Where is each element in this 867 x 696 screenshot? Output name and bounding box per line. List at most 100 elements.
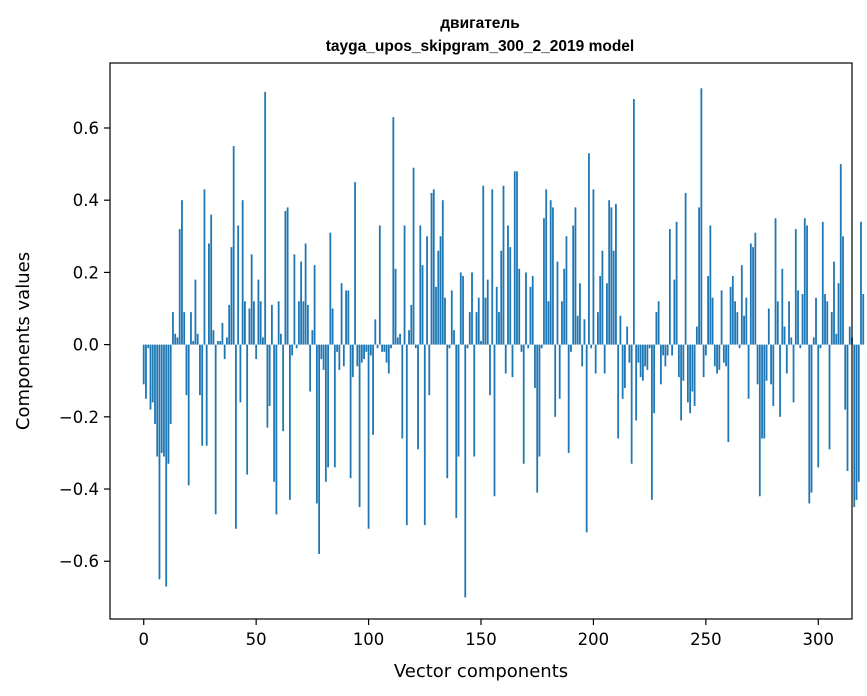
bar-component-133 xyxy=(441,200,444,345)
bar-component-114 xyxy=(399,333,401,345)
bar-component-288 xyxy=(790,337,793,345)
bar-component-171 xyxy=(527,344,530,349)
bar-component-298 xyxy=(812,337,815,345)
bar-component-189 xyxy=(567,344,570,453)
bar-component-100 xyxy=(367,344,370,529)
bar-component-262 xyxy=(731,276,734,345)
bar-component-9 xyxy=(163,344,165,457)
bar-component-280 xyxy=(772,344,775,406)
bar-component-235 xyxy=(671,344,674,356)
bar-component-305 xyxy=(828,344,831,450)
bar-component-86 xyxy=(336,344,338,352)
bar-component-26 xyxy=(201,344,204,446)
bar-component-43 xyxy=(239,344,242,403)
bar-component-237 xyxy=(675,221,678,345)
bar-component-46 xyxy=(246,344,249,475)
bar-component-31 xyxy=(212,330,215,345)
bar-component-77 xyxy=(315,344,318,504)
y-tick-label: 0.0 xyxy=(73,336,99,355)
bar-component-15 xyxy=(176,337,179,345)
bar-component-176 xyxy=(538,344,541,457)
x-tick-label: 50 xyxy=(246,630,267,649)
bar-component-165 xyxy=(513,171,516,345)
bar-component-8 xyxy=(160,344,163,453)
bar-component-50 xyxy=(255,344,258,360)
bar-component-122 xyxy=(417,344,419,450)
bar-component-105 xyxy=(378,225,381,345)
bar-component-96 xyxy=(358,344,361,508)
bar-component-54 xyxy=(264,91,267,345)
bar-component-300 xyxy=(817,344,820,468)
bar-component-24 xyxy=(196,333,199,345)
bar-component-202 xyxy=(597,312,599,345)
bar-component-293 xyxy=(801,294,804,345)
bar-component-62 xyxy=(282,344,285,432)
bar-component-205 xyxy=(603,344,606,374)
bar-component-214 xyxy=(624,344,626,388)
bar-component-1 xyxy=(145,344,147,399)
bar-component-241 xyxy=(684,192,687,345)
bar-component-218 xyxy=(633,99,635,345)
bar-component-7 xyxy=(158,344,161,580)
bar-component-124 xyxy=(421,265,424,345)
y-axis-ticks: −0.6 −0.4 −0.2 0.0 0.2 0.4 0.6 xyxy=(59,119,110,571)
bar-component-144 xyxy=(466,344,469,349)
bar-component-254 xyxy=(713,344,716,367)
y-tick-label: 0.6 xyxy=(73,119,99,138)
bar-component-261 xyxy=(729,286,732,345)
bar-component-4 xyxy=(151,344,154,403)
bar-component-51 xyxy=(257,279,260,345)
bar-component-78 xyxy=(318,344,321,555)
bar-component-160 xyxy=(502,185,505,345)
bar-component-83 xyxy=(329,232,332,345)
bar-component-89 xyxy=(342,344,345,367)
bar-component-154 xyxy=(489,344,491,396)
bar-component-228 xyxy=(655,312,658,345)
bar-component-265 xyxy=(738,344,741,349)
bar-component-188 xyxy=(565,236,568,345)
bar-component-82 xyxy=(327,344,329,468)
bar-component-232 xyxy=(664,344,667,367)
bar-component-310 xyxy=(839,164,842,345)
bar-component-229 xyxy=(657,301,660,345)
bar-component-183 xyxy=(554,344,557,417)
bar-component-199 xyxy=(590,344,593,349)
bar-component-76 xyxy=(313,265,316,345)
y-tick-label: −0.6 xyxy=(59,552,99,571)
bar-component-68 xyxy=(295,344,298,349)
bar-component-181 xyxy=(549,200,552,345)
bar-component-224 xyxy=(646,344,649,370)
bar-component-135 xyxy=(446,344,449,479)
bar-component-111 xyxy=(392,117,395,345)
bar-component-23 xyxy=(194,279,197,345)
bar-component-177 xyxy=(540,344,543,349)
bar-component-257 xyxy=(720,290,723,345)
bar-component-125 xyxy=(423,344,426,526)
bar-component-267 xyxy=(743,315,745,345)
bar-component-190 xyxy=(570,344,572,352)
y-axis-label: Components values xyxy=(13,252,34,430)
bar-component-149 xyxy=(477,297,480,345)
bar-component-285 xyxy=(783,326,786,345)
bar-component-246 xyxy=(695,326,698,345)
bar-component-216 xyxy=(628,344,631,363)
bar-component-61 xyxy=(279,333,282,345)
bar-component-231 xyxy=(662,344,665,356)
bar-component-39 xyxy=(230,247,233,345)
bar-component-250 xyxy=(704,344,707,356)
bar-component-145 xyxy=(468,312,471,345)
bar-component-143 xyxy=(464,344,467,598)
bar-component-152 xyxy=(484,297,487,345)
bar-component-103 xyxy=(374,319,377,345)
bar-component-104 xyxy=(376,344,379,349)
bar-component-313 xyxy=(846,344,849,471)
bar-component-2 xyxy=(147,344,150,349)
bar-component-284 xyxy=(781,268,784,345)
bar-component-245 xyxy=(693,344,696,406)
bar-component-147 xyxy=(473,344,476,457)
bar-component-278 xyxy=(767,308,770,345)
bar-component-203 xyxy=(599,276,602,345)
bar-component-184 xyxy=(556,261,559,345)
bar-component-64 xyxy=(286,207,289,345)
